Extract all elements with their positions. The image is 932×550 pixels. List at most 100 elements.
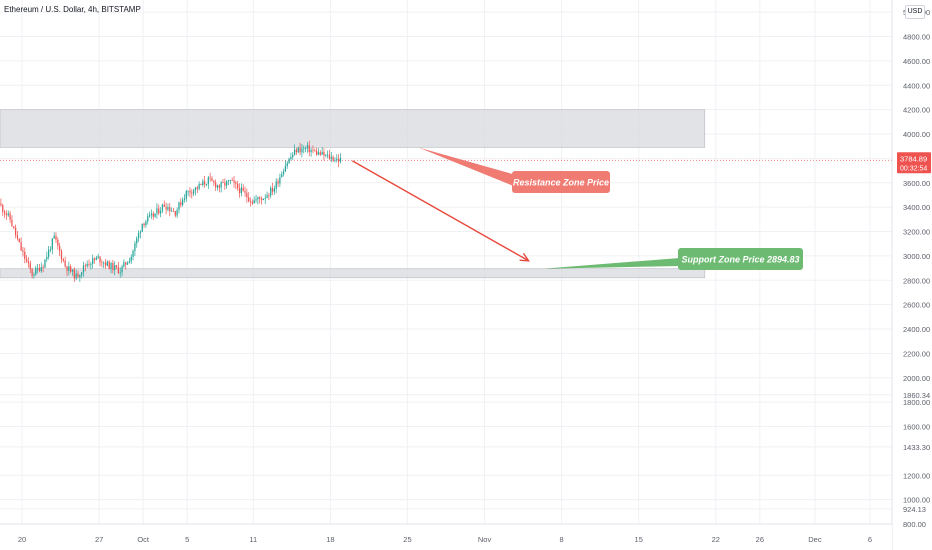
time-axis[interactable]: 20 27 Oct 5 11 18 25 Nov 8 15 22 26 Dec 6 [0, 523, 892, 550]
candle-body [40, 267, 42, 272]
candle-body [31, 269, 33, 276]
candle-body [290, 157, 292, 159]
candle-body [310, 149, 312, 153]
candle-body [262, 198, 265, 201]
candle-body [207, 177, 209, 185]
candle-body [57, 239, 59, 246]
candle-body [7, 213, 9, 216]
candle-body [312, 149, 314, 151]
candle-body [73, 269, 75, 279]
candle-body [119, 272, 121, 274]
candle-body [178, 202, 180, 210]
candle-body [237, 183, 239, 189]
candle-body [139, 231, 142, 234]
candle-body [53, 235, 55, 239]
candle-body [271, 187, 274, 192]
price-tick-label: 3400.00 [903, 203, 930, 212]
support-zone [0, 268, 706, 279]
candle-body [165, 206, 167, 210]
candle-body [167, 207, 169, 210]
price-tick-label: 4600.00 [903, 57, 930, 66]
candle-body [332, 156, 334, 161]
symbol-title: Ethereum / U.S. Dollar, 4h, BITSTAMP [4, 5, 141, 14]
candle-body [315, 150, 318, 155]
candle-body [130, 256, 132, 262]
candle-body [169, 207, 171, 212]
candle-body [29, 263, 31, 270]
candle-body [317, 152, 320, 155]
candle-body [147, 216, 149, 222]
candle-body [273, 188, 276, 192]
candle-body [288, 158, 290, 164]
time-tick-label: 25 [403, 535, 411, 544]
candle-body [11, 219, 13, 227]
candle-body [242, 187, 244, 192]
candle-body [259, 197, 261, 199]
candle-body [277, 181, 279, 184]
candle-body [86, 264, 88, 267]
time-tick-label: Nov [478, 535, 492, 544]
candle-body [257, 197, 259, 200]
resistance-label: Resistance Zone Price [513, 178, 609, 188]
candle-body [328, 154, 331, 159]
candle-body [233, 180, 235, 183]
last-price-badge: 3784.89 00:32:54 [897, 152, 931, 174]
candle-body [27, 261, 30, 264]
price-axis[interactable]: 5000.004800.004600.004400.004200.004000.… [891, 0, 932, 550]
candle-body [136, 238, 138, 244]
last-price-label: 3784.89 [900, 154, 927, 163]
time-tick-label: 11 [249, 535, 257, 544]
candle-body [215, 182, 217, 188]
candles [0, 140, 342, 282]
candle-body [145, 221, 147, 226]
candle-body [75, 273, 77, 279]
currency-button[interactable]: USD [905, 5, 925, 19]
candle-body [97, 256, 99, 258]
candle-body [60, 250, 63, 260]
candle-body [70, 266, 72, 272]
candle-body [189, 190, 191, 193]
projection-arrow [352, 160, 529, 262]
price-tick-label: 3600.00 [903, 179, 930, 188]
candle-body [204, 181, 206, 185]
candle-body [170, 210, 173, 212]
candle-body [231, 180, 233, 181]
candle-body [66, 266, 68, 271]
candle-body [323, 151, 325, 156]
price-tick-label: 2200.00 [903, 349, 930, 358]
price-tick-label: 1860.34 [903, 391, 930, 400]
price-tick-label: 924.13 [903, 505, 926, 514]
candle-body [163, 204, 165, 207]
price-tick-label: 4800.00 [903, 33, 930, 42]
candle-body [297, 147, 299, 153]
price-tick-label: 2800.00 [903, 276, 930, 285]
candle-body [161, 204, 164, 211]
candle-body [112, 263, 114, 271]
candle-body [132, 250, 134, 257]
candle-body [5, 213, 8, 216]
price-tick-label: 2400.00 [903, 325, 930, 334]
candle-body [255, 199, 257, 201]
candle-body [115, 265, 118, 268]
candle-body [62, 259, 64, 261]
candle-body [308, 145, 310, 153]
price-badge-box [897, 152, 931, 174]
candle-body [159, 210, 162, 214]
time-tick-label: 15 [635, 535, 643, 544]
candle-body [260, 198, 263, 201]
candle-body [253, 200, 255, 204]
candle-body [77, 273, 79, 277]
candle-body [59, 245, 61, 251]
price-tick-label: 3200.00 [903, 228, 930, 237]
candle-body [104, 262, 107, 266]
candle-body [286, 163, 288, 166]
price-tick-label: 1433.30 [903, 443, 930, 452]
candle-body [284, 165, 287, 172]
candle-body [235, 182, 237, 184]
candle-body [174, 211, 176, 216]
candle-body [211, 178, 213, 181]
candle-body [227, 180, 230, 181]
candle-body [36, 267, 39, 269]
candle-body [185, 190, 187, 199]
